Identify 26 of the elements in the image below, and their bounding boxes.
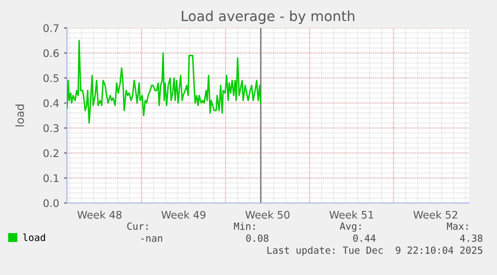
text: Cur: bbox=[127, 222, 148, 230]
legend-label: load bbox=[23, 234, 45, 242]
x-tick-label: Week 50 bbox=[245, 210, 290, 219]
x-tick-label: Week 49 bbox=[161, 210, 206, 219]
y-tick-label: 0.7 bbox=[43, 24, 58, 32]
text: 0.08 bbox=[246, 234, 268, 242]
text: 4.38 bbox=[460, 234, 482, 242]
x-tick-label: Week 51 bbox=[329, 210, 374, 219]
y-tick-label: 0.3 bbox=[43, 124, 59, 132]
text: 0.44 bbox=[353, 234, 376, 242]
x-tick-label: Week 52 bbox=[413, 210, 458, 219]
y-tick-label: 0.2 bbox=[43, 149, 58, 158]
y-tick-label: 0.5 bbox=[43, 74, 58, 82]
text: -nan bbox=[141, 236, 162, 242]
x-tick-label: Week 48 bbox=[77, 210, 122, 219]
y-axis-title: load bbox=[15, 104, 24, 126]
line-series bbox=[67, 40, 262, 124]
text: Last update: Tue Dec 9 22:10:04 2025 bbox=[267, 246, 482, 256]
text: Avg: bbox=[340, 222, 361, 232]
text: Min: bbox=[234, 222, 255, 230]
y-tick-label: 0.1 bbox=[43, 174, 58, 182]
y-tick-label: 0.6 bbox=[43, 49, 59, 58]
text: Max: bbox=[446, 222, 468, 230]
y-tick-label: 0.4 bbox=[43, 99, 59, 108]
y-tick-label: 0.0 bbox=[43, 199, 59, 208]
chart-title: Load average - by month bbox=[182, 10, 354, 24]
